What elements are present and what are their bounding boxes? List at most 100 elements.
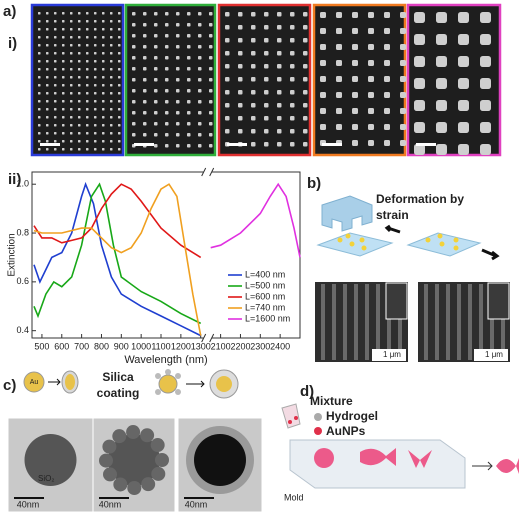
- nanoparticle: [384, 28, 390, 34]
- nanoparticle: [251, 90, 256, 95]
- nanoparticle: [165, 78, 169, 82]
- nanoparticle: [86, 28, 89, 31]
- nanoparticle: [187, 122, 191, 126]
- nanoparticle: [290, 51, 295, 56]
- nanoparticle: [86, 124, 89, 127]
- nanoparticle: [38, 116, 41, 119]
- nanoparticle: [62, 140, 65, 143]
- nanoparticle: [187, 34, 191, 38]
- nanoparticle: [277, 38, 282, 43]
- nanoparticle: [198, 111, 202, 115]
- nanoparticle: [78, 116, 81, 119]
- nanoparticle: [368, 124, 374, 130]
- nanoparticle: [251, 142, 256, 147]
- scale-bar: [134, 143, 154, 146]
- nanoparticle: [86, 76, 89, 79]
- arrow: [48, 378, 61, 386]
- nanoparticle: [176, 12, 180, 16]
- sem-image: [124, 3, 217, 157]
- nanoparticle: [303, 51, 308, 56]
- nanoparticle: [209, 56, 213, 60]
- nanoparticle: [70, 28, 73, 31]
- panel-label: b): [307, 175, 321, 192]
- nanoparticle: [110, 132, 113, 135]
- nanoparticle: [94, 92, 97, 95]
- nanoparticle: [238, 103, 243, 108]
- nanoparticle: [251, 12, 256, 17]
- nanoparticle: [102, 20, 105, 23]
- nanoparticle: [118, 124, 121, 127]
- nanoparticle: [70, 92, 73, 95]
- nanoparticle: [436, 122, 447, 133]
- nanoparticle: [238, 129, 243, 134]
- nanoparticle: [132, 45, 136, 49]
- scale-label: 40nm: [17, 499, 40, 509]
- x-tick-label: 1000: [131, 341, 151, 351]
- nanoparticle: [176, 122, 180, 126]
- legend-label: L=500 nm: [245, 280, 285, 290]
- nanoparticle: [400, 44, 406, 50]
- nanoparticle: [110, 20, 113, 23]
- nanoparticle: [46, 148, 49, 151]
- nanoparticle: [187, 133, 191, 137]
- nanoparticle: [94, 60, 97, 63]
- nanoparticle: [238, 64, 243, 69]
- nanoparticle: [118, 20, 121, 23]
- nanoparticle: [94, 116, 97, 119]
- nanoparticle: [38, 28, 41, 31]
- nanoparticle: [38, 148, 41, 151]
- nanoparticle: [251, 25, 256, 30]
- nanoparticle: [86, 36, 89, 39]
- nanoparticle: [400, 12, 406, 18]
- particle: [216, 376, 232, 392]
- nanoparticle: [352, 12, 358, 18]
- nanoparticle: [62, 132, 65, 135]
- nanoparticle: [368, 44, 374, 50]
- nanoparticle: [303, 90, 308, 95]
- nanoparticle: [209, 111, 213, 115]
- nanoparticle: [251, 51, 256, 56]
- nanoparticle: [480, 122, 491, 133]
- x-tick-label: 500: [34, 341, 49, 351]
- nanoparticle: [187, 12, 191, 16]
- panel-label: i): [8, 35, 17, 52]
- nanoparticle: [264, 90, 269, 95]
- nanoparticle: [102, 28, 105, 31]
- nanoparticle: [62, 124, 65, 127]
- x-tick-label: 1100: [151, 341, 170, 351]
- nanoparticle: [400, 108, 406, 114]
- nanoparticle: [54, 124, 57, 127]
- nanoparticle: [225, 64, 230, 69]
- nanoparticle: [102, 44, 105, 47]
- nanoparticle: [110, 108, 113, 111]
- nanoparticle: [277, 103, 282, 108]
- nanoparticle: [70, 116, 73, 119]
- legend-label: L=400 nm: [245, 269, 285, 279]
- nanoparticle: [277, 129, 282, 134]
- nanoparticle: [54, 92, 57, 95]
- nanoparticle: [86, 12, 89, 15]
- nanoparticle: [102, 68, 105, 71]
- nanoparticle: [414, 144, 425, 155]
- scale-bar: [99, 497, 129, 499]
- nanoparticle: [46, 20, 49, 23]
- nanoparticle: [303, 12, 308, 17]
- nanoparticle: [62, 92, 65, 95]
- nanoparticle: [38, 36, 41, 39]
- nanoparticle: [46, 140, 49, 143]
- nanoparticle: [110, 28, 113, 31]
- nanoparticle: [176, 67, 180, 71]
- nanoparticle: [70, 68, 73, 71]
- nanoparticle: [62, 108, 65, 111]
- nanoparticle: [303, 64, 308, 69]
- satellite: [127, 480, 142, 495]
- nanoparticle: [110, 116, 113, 119]
- nanoparticle: [46, 12, 49, 15]
- x-tick-label: 2300: [250, 341, 270, 351]
- nanoparticle: [110, 148, 113, 151]
- nanoparticle: [480, 144, 491, 155]
- nanoparticle: [176, 111, 180, 115]
- nanoparticle: [198, 34, 202, 38]
- nanoparticle: [209, 67, 213, 71]
- nanoparticle: [154, 111, 158, 115]
